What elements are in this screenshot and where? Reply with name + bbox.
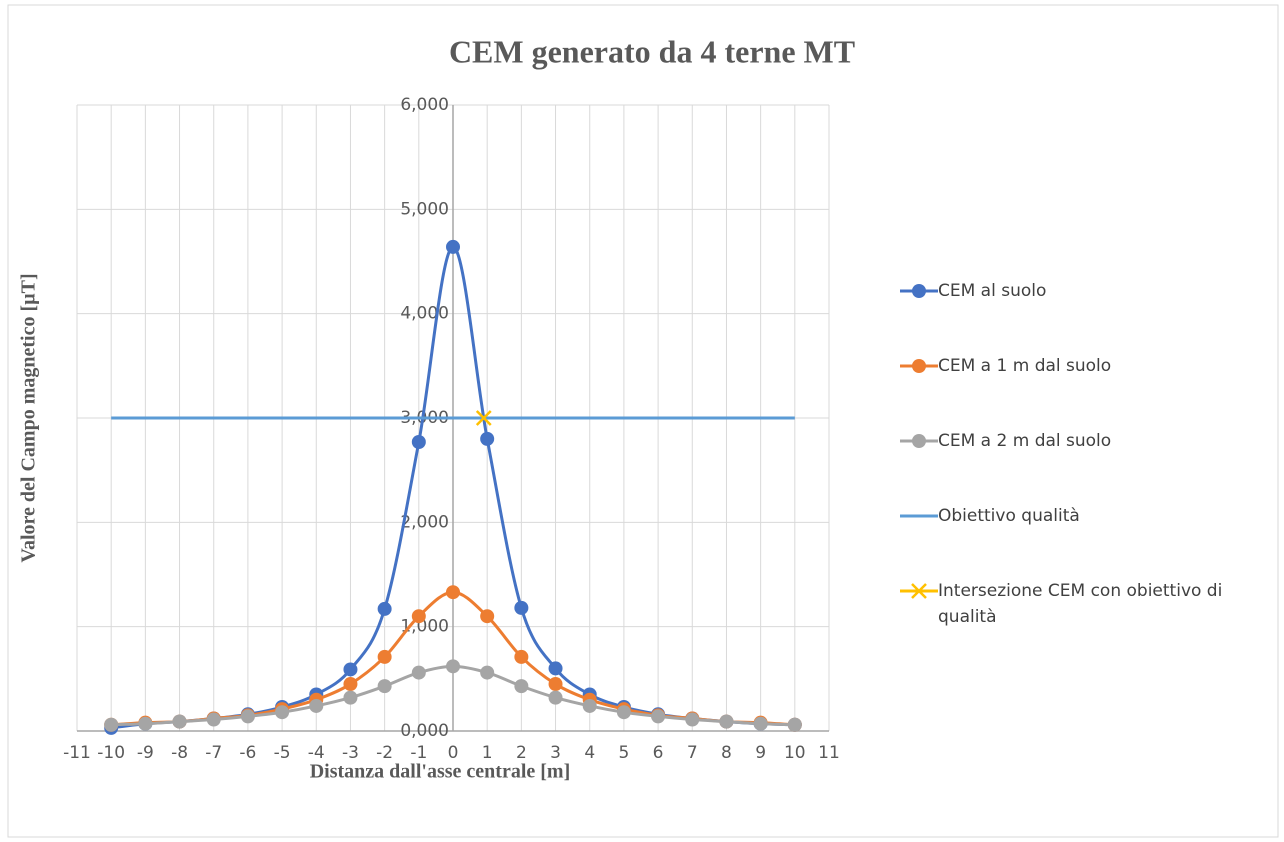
data-point [753, 716, 768, 731]
x-tick-label: 5 [618, 743, 629, 763]
x-tick-label: 0 [448, 743, 459, 763]
data-point [446, 239, 460, 254]
data-point [480, 609, 495, 624]
data-point [343, 690, 358, 705]
data-point [480, 665, 495, 680]
data-point [206, 712, 221, 727]
data-point [480, 431, 495, 446]
data-point [548, 690, 563, 705]
legend-item: CEM a 2 m dal suolo [898, 422, 1278, 497]
data-point [514, 600, 529, 615]
y-axis-title: Valore del Campo magnetico [µT] [18, 273, 40, 562]
legend-item: Intersezione CEM con obiettivo di qualit… [898, 572, 1278, 647]
legend-swatch [900, 514, 938, 518]
legend-label: Obiettivo qualità [938, 506, 1080, 526]
x-tick-label: -9 [137, 743, 154, 763]
data-point [275, 705, 290, 720]
x-tick-label: 2 [516, 743, 527, 763]
x-axis-title: Distanza dall'asse centrale [m] [310, 761, 571, 783]
data-point [377, 649, 392, 664]
data-point [616, 705, 631, 720]
data-point [548, 677, 563, 692]
x-tick-label: -8 [171, 743, 188, 763]
data-point [411, 665, 426, 680]
legend-swatch [900, 284, 938, 298]
legend-item: Obiettivo qualità [898, 497, 1278, 572]
x-tick-label: 1 [482, 743, 493, 763]
legend-marker [912, 284, 926, 298]
legend-label: CEM al suolo [938, 281, 1047, 301]
data-point [446, 585, 460, 600]
data-point [377, 679, 392, 694]
y-tick-label: 5,000 [400, 199, 449, 219]
legend: CEM al suolo CEM a 1 m dal suolo CEM a 2 m… [898, 272, 1278, 647]
x-tick-label: -6 [239, 743, 256, 763]
data-point [138, 716, 153, 731]
chart-title: CEM generato da 4 terne MT [449, 33, 855, 69]
legend-item: CEM a 1 m dal suolo [898, 347, 1278, 422]
data-point [411, 434, 426, 449]
legend-swatch [900, 359, 938, 373]
data-point [514, 679, 529, 694]
data-point [240, 709, 255, 724]
legend-marker [911, 583, 927, 599]
x-tick-label: -5 [274, 743, 291, 763]
x-tick-label: -2 [376, 743, 393, 763]
y-tick-label: 6,000 [400, 95, 449, 115]
x-tick-label: 4 [584, 743, 595, 763]
y-tick-label: 0,000 [400, 721, 449, 741]
data-point [343, 677, 358, 692]
data-point [787, 717, 802, 732]
data-point [446, 659, 460, 674]
y-tick-label: 2,000 [400, 512, 449, 532]
legend-label: CEM a 1 m dal suolo [938, 356, 1112, 376]
x-tick-label: 6 [653, 743, 664, 763]
data-point [343, 662, 358, 677]
data-point [719, 714, 734, 729]
y-tick-label: 4,000 [400, 304, 449, 324]
data-point [514, 649, 529, 664]
data-point [685, 712, 700, 727]
x-tick-label: -3 [342, 743, 359, 763]
x-tick-label: -10 [97, 743, 125, 763]
data-point [172, 714, 187, 729]
legend-marker [912, 434, 926, 448]
x-tick-label: 11 [818, 743, 840, 763]
chart-border [7, 4, 1279, 838]
x-tick-label: 10 [784, 743, 806, 763]
legend-label: Intersezione CEM con obiettivo di qualit… [938, 581, 1223, 627]
x-tick-label: 3 [550, 743, 561, 763]
x-tick-label: -4 [308, 743, 325, 763]
legend-swatch [900, 434, 938, 448]
x-tick-label: 9 [755, 743, 766, 763]
data-point [104, 717, 119, 732]
x-tick-label: -7 [205, 743, 222, 763]
data-point [548, 661, 563, 676]
data-point [309, 698, 324, 713]
legend-item: CEM al suolo [898, 272, 1278, 347]
data-point [582, 698, 597, 713]
legend-swatch [900, 583, 938, 599]
x-tick-label: 8 [721, 743, 732, 763]
data-point [475, 410, 492, 426]
data-point [411, 609, 426, 624]
x-tick-label: -11 [63, 743, 91, 763]
x-tick-label: 7 [687, 743, 698, 763]
x-tick-label: -1 [410, 743, 427, 763]
legend-marker [912, 359, 926, 373]
data-point [651, 709, 666, 724]
data-point [377, 601, 392, 616]
legend-label: CEM a 2 m dal suolo [938, 431, 1112, 451]
